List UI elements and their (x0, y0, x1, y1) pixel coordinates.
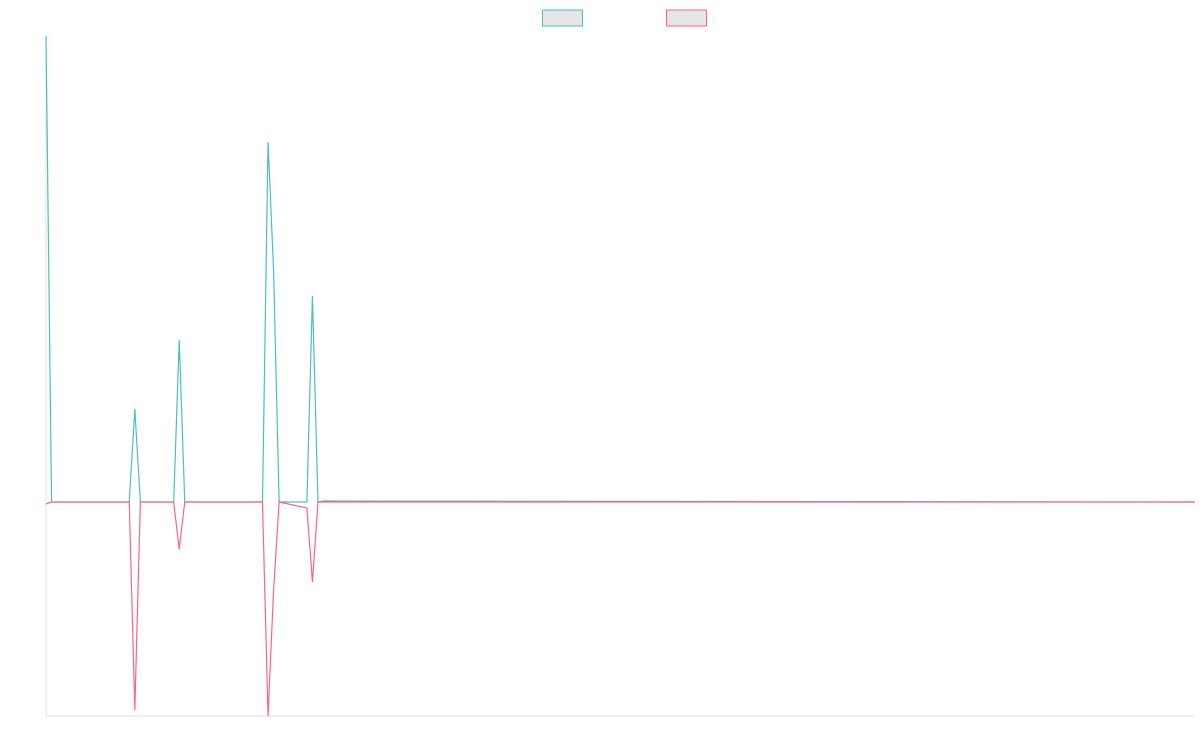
series-line (45, 501, 1195, 717)
legend-swatch[interactable] (542, 9, 583, 27)
legend-swatch[interactable] (666, 9, 707, 27)
series-line (45, 35, 1196, 503)
